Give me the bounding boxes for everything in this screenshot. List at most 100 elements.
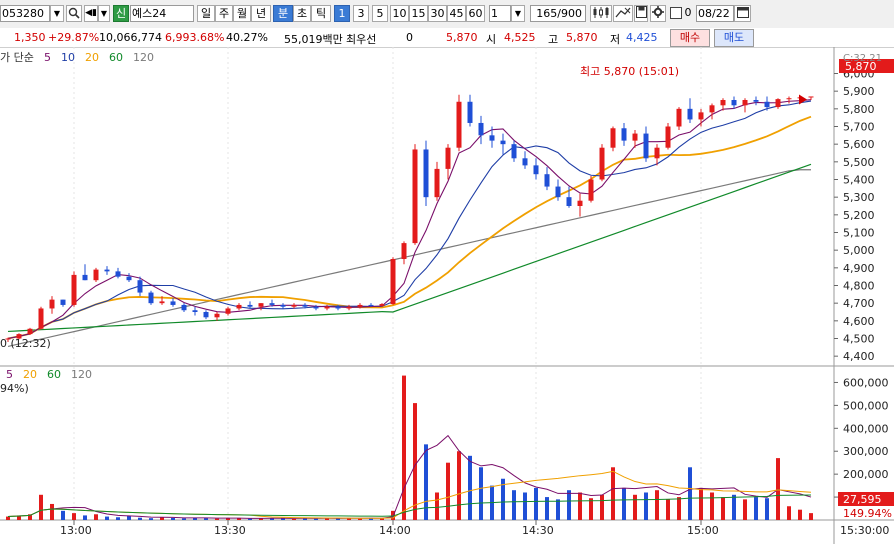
interval-3-button[interactable]: 3: [353, 5, 369, 22]
candle-body: [632, 133, 638, 141]
ma60-line: [7, 163, 812, 333]
price-legend-item: 20: [85, 51, 99, 64]
candle-body: [412, 149, 418, 244]
candle-body: [27, 328, 33, 335]
high-arrow-icon: [799, 94, 807, 105]
price-tick-label: 4,400: [843, 350, 875, 363]
candle-body: [621, 128, 627, 141]
volume-tick-label: 500,000: [843, 399, 889, 412]
candle-body: [159, 301, 165, 304]
speaker-icon[interactable]: ◀▮: [84, 5, 98, 22]
high-label: 고: [548, 33, 559, 46]
stock-code-input[interactable]: 053280: [0, 5, 50, 22]
volume-bar: [83, 515, 87, 520]
time-label: 13:30: [214, 524, 246, 537]
interval-select[interactable]: 1: [489, 5, 511, 22]
interval-5-button[interactable]: 5: [372, 5, 388, 22]
volume-bar: [182, 518, 186, 520]
volume-bar: [446, 462, 450, 520]
volume-bar: [479, 467, 483, 520]
volume-percent: 6,993.68%: [165, 31, 225, 44]
volume-bar: [72, 513, 76, 520]
candle-body: [610, 128, 616, 148]
low-price: 4,425: [626, 31, 658, 44]
candle-body: [676, 108, 682, 127]
search-icon[interactable]: [66, 5, 82, 22]
candle-body: [709, 105, 715, 113]
open-label: 시: [486, 33, 497, 46]
volume-legend-item: 60: [47, 368, 61, 381]
stock-name-field[interactable]: 예스24: [130, 5, 194, 22]
top-label: C:32.21: [843, 53, 882, 64]
price-tick-label: 5,400: [843, 174, 875, 187]
interval-1-button[interactable]: 1: [334, 5, 350, 22]
candle-body: [390, 259, 396, 305]
candle-body: [291, 304, 297, 307]
volume-bar: [248, 518, 252, 520]
last-price-box: [839, 59, 894, 73]
settings-gear-icon[interactable]: [650, 5, 666, 22]
low-label: 저: [610, 33, 621, 46]
volume-bar: [600, 494, 604, 520]
candle-body: [214, 313, 220, 318]
price-tick-label: 5,300: [843, 191, 875, 204]
candle-body: [808, 96, 814, 98]
time-label: 15:00: [687, 524, 719, 537]
save-icon[interactable]: [634, 5, 648, 22]
period-tick-button[interactable]: 틱: [311, 5, 331, 22]
code-dropdown-arrow-icon[interactable]: ▼: [50, 5, 64, 22]
volume-bar: [501, 478, 505, 520]
volume-bar: [281, 517, 285, 520]
volume-bar: [402, 375, 406, 520]
candlestick-icon[interactable]: [590, 5, 612, 22]
interval-15-button[interactable]: 15: [409, 5, 428, 22]
volume-bar: [413, 403, 417, 520]
candle-body: [236, 304, 242, 309]
sell-button[interactable]: 매도: [714, 29, 754, 47]
volume-bar: [798, 509, 802, 520]
candle-body: [753, 100, 759, 102]
period-week-button[interactable]: 주: [215, 5, 233, 22]
stock-chart[interactable]: 6,0005,9005,8005,7005,6005,5005,4005,300…: [0, 47, 894, 544]
time-label: 13:00: [60, 524, 92, 537]
period-second-button[interactable]: 초: [293, 5, 311, 22]
volume-ma60-line: [7, 494, 812, 518]
price-legend-item: 5: [44, 51, 51, 64]
volume-bar: [710, 492, 714, 520]
candle-body: [445, 147, 451, 169]
candle-body: [698, 112, 704, 120]
period-year-button[interactable]: 년: [251, 5, 271, 22]
candle-body: [104, 269, 110, 272]
speaker-dropdown-icon[interactable]: ▼: [98, 5, 110, 22]
price-tick-label: 5,000: [843, 244, 875, 257]
price-tick-label: 5,900: [843, 85, 875, 98]
interval-60-button[interactable]: 60: [466, 5, 485, 22]
candle-body: [225, 308, 231, 314]
interval-select-arrow-icon[interactable]: ▼: [511, 5, 525, 22]
interval-45-button[interactable]: 45: [447, 5, 466, 22]
toggle-checkbox[interactable]: [670, 5, 682, 22]
period-minute-button[interactable]: 분: [273, 5, 293, 22]
candle-body: [731, 100, 737, 106]
volume-bar: [292, 518, 296, 520]
period-day-button[interactable]: 일: [197, 5, 215, 22]
interval-30-button[interactable]: 30: [428, 5, 447, 22]
draw-tools-icon[interactable]: [613, 5, 633, 22]
price-legend-prefix: 가 단순: [0, 51, 34, 64]
period-month-button[interactable]: 월: [233, 5, 251, 22]
interval-10-button[interactable]: 10: [390, 5, 409, 22]
volume-bar: [589, 498, 593, 520]
volume-bar: [699, 487, 703, 520]
date-input[interactable]: 08/22: [696, 5, 734, 22]
volume-bar: [193, 517, 197, 520]
buy-button[interactable]: 매수: [670, 29, 710, 47]
candle-body: [346, 306, 352, 309]
volume-bar: [39, 494, 43, 520]
volume-bar: [721, 497, 725, 520]
volume-bar: [622, 487, 626, 520]
volume-bar: [545, 497, 549, 520]
calendar-icon[interactable]: [734, 5, 751, 22]
bar-count-field[interactable]: 165/900: [530, 5, 586, 22]
volume-bar: [765, 498, 769, 520]
volume-bar: [94, 514, 98, 520]
